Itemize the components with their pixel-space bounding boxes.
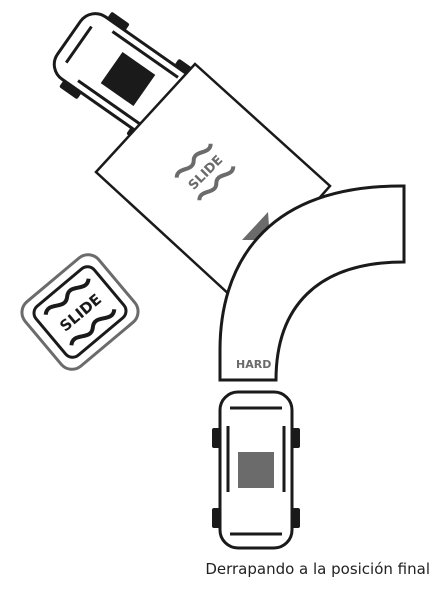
slide-badge: SLIDE bbox=[20, 253, 140, 371]
hard-curve-road: HARD bbox=[218, 184, 406, 382]
diagram-caption: Derrapando a la posición final bbox=[205, 560, 430, 578]
hard-label: HARD bbox=[236, 358, 271, 371]
bottom-car bbox=[212, 390, 300, 550]
top-car-roof bbox=[100, 51, 156, 107]
bottom-car-roof bbox=[238, 452, 274, 488]
